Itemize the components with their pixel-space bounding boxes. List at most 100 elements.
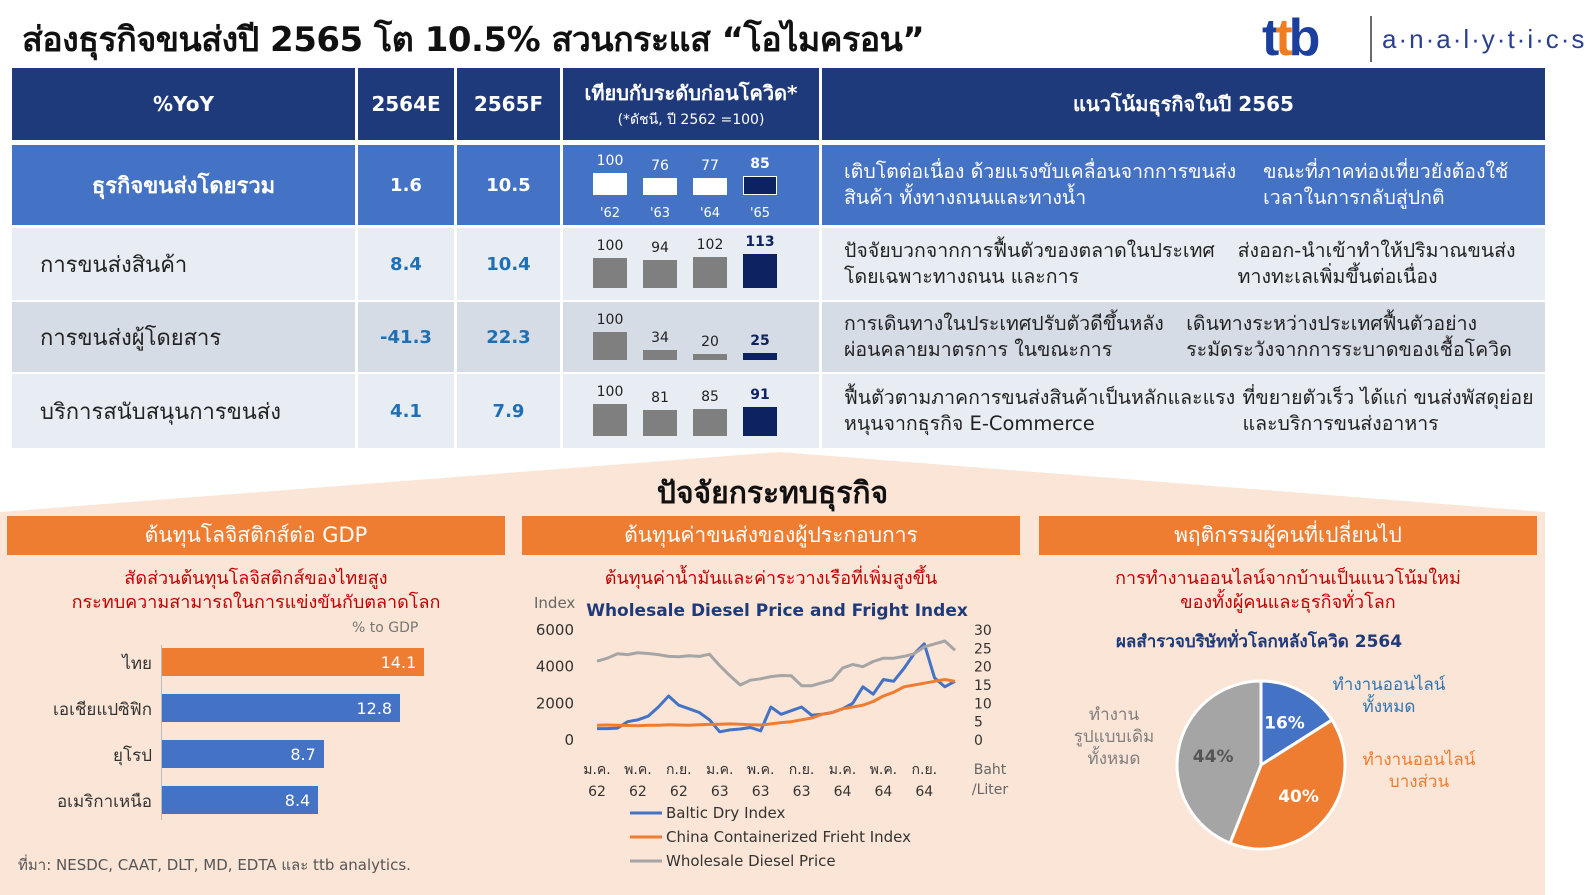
panel-subtitle-logistics: สัดส่วนต้นทุนโลจิสติกส์ของไทยสูง กระทบคว… [7, 567, 505, 615]
row-yoy-2564: 4.1 [358, 374, 457, 448]
x-tick-month: ก.ย. [912, 762, 938, 778]
index-value: 100 [596, 384, 624, 401]
pie-percent-label: 16% [1264, 713, 1305, 733]
x-tick-year: 62 [670, 784, 688, 800]
index-year-label: '63 [649, 206, 671, 221]
row-yoy-2565: 7.9 [457, 374, 563, 448]
logo-divider [1370, 16, 1372, 62]
pie-slice-label: บางส่วน [1389, 772, 1450, 792]
factors-title: ปัจจัยกระทบธุรกิจ [656, 476, 889, 511]
index-value: 100 [596, 237, 624, 254]
outlook-line: เดินทางระหว่างประเทศฟื้นตัวอย่างระมัดระว… [1186, 312, 1512, 361]
pie-slice-label: ทำงาน [1089, 705, 1140, 725]
index-year-label: '65 [749, 206, 771, 221]
row-label: บริการสนับสนุนการขนส่ง [12, 374, 358, 448]
x-tick-year: 62 [629, 784, 647, 800]
row-outlook: ฟื้นตัวตามภาคการขนส่งสินค้าเป็นหลักและแร… [822, 374, 1545, 448]
row-label: ธุรกิจขนส่งโดยรวม [12, 145, 358, 225]
y2-unit-line: /Liter [972, 782, 1009, 798]
row-outlook: ปัจจัยบวกจากการฟื้นตัวของตลาดในประเทศ โด… [822, 228, 1545, 300]
page-title: ส่องธุรกิจขนส่งปี 2565 โต 10.5% สวนกระแส… [22, 20, 925, 60]
y2-tick-label: 5 [974, 715, 983, 731]
y2-tick-label: 30 [974, 623, 992, 639]
index-value: 94 [651, 239, 669, 256]
col-header-precovid-label: เทียบกับระดับก่อนโควิด* [584, 81, 798, 105]
legend-label: China Containerized Frieht Index [666, 828, 911, 846]
x-tick-month: พ.ค. [624, 762, 652, 778]
subtitle-line: การทำงานออนไลน์จากบ้านเป็นแนวโน้มใหม่ [1115, 568, 1461, 589]
panel-header-transport-cost: ต้นทุนค่าขนส่งของผู้ประกอบการ [522, 516, 1020, 555]
panel-subtitle-behavior: การทำงานออนไลน์จากบ้านเป็นแนวโน้มใหม่ ขอ… [1039, 567, 1537, 615]
ttb-analytics-logo: ttb a·n·a·l·y·t·i·c·s [1262, 10, 1584, 68]
table-row: การขนส่งสินค้า 8.4 10.4 100 94 102 113 ปัจจ… [12, 228, 1545, 300]
x-tick-year: 63 [793, 784, 811, 800]
logo-text: a·n·a·l·y·t·i·c·s [1382, 24, 1586, 54]
factors-background [0, 452, 1545, 895]
bar-category-label: ไทย [122, 654, 152, 674]
y2-tick-label: 10 [974, 696, 992, 712]
subtitle-line: ต้นทุนค่าน้ำมันและค่าระวางเรือที่เพิ่มสู… [604, 568, 938, 589]
index-value: 100 [596, 153, 624, 169]
index-value: 91 [750, 387, 770, 404]
row-label: การขนส่งสินค้า [12, 228, 358, 300]
outlook-line: ขณะที่ภาคท่องเที่ยวยังต้องใช้เวลาในการกล… [1263, 160, 1509, 209]
pie-percent-label: 40% [1278, 787, 1319, 807]
x-tick-month: ก.ย. [789, 762, 815, 778]
work-mode-pie-chart: ผลสำรวจบริษัททั่วโลกหลังโควิด 2564 16% ทำง… [1074, 629, 1476, 851]
index-bar [643, 410, 677, 436]
panel-header-logistics-cost: ต้นทุนโลจิสติกส์ต่อ GDP [7, 516, 505, 555]
pie-slice-label: ทั้งหมด [1088, 746, 1141, 769]
x-tick-month: ม.ค. [583, 762, 611, 778]
row-yoy-2564: 8.4 [358, 228, 457, 300]
x-tick-year: 63 [711, 784, 729, 800]
index-value: 20 [701, 334, 719, 351]
pie-slice-label: ทั้งหมด [1363, 694, 1416, 717]
index-bar [643, 178, 677, 195]
source-note: ที่มา: NESDC, CAAT, DLT, MD, EDTA และ tt… [18, 856, 411, 874]
row-label: การขนส่งผู้โดยสาร [12, 302, 358, 372]
y-axis-title: Index [534, 594, 575, 612]
x-tick-month: ก.ย. [666, 762, 692, 778]
index-bar [743, 254, 777, 288]
index-year-label: '62 [599, 206, 621, 221]
y-tick-label: 6000 [536, 621, 574, 639]
col-header-outlook: แนวโน้มธุรกิจในปี 2565 [1073, 92, 1294, 116]
x-tick-month: ม.ค. [829, 762, 857, 778]
legend-label: Baltic Dry Index [666, 804, 785, 822]
row-yoy-2565: 22.3 [457, 302, 563, 372]
row-yoy-2564: 1.6 [358, 145, 457, 225]
pie-slice [1259, 679, 1334, 768]
panel-header-behavior: พฤติกรรมผู้คนที่เปลี่ยนไป [1039, 516, 1537, 555]
bar: 8.7 [162, 740, 324, 768]
series-line [597, 642, 956, 734]
index-mini-chart: 100 81 85 91 [563, 374, 822, 448]
panel-subtitle-transport: ต้นทุนค่าน้ำมันและค่าระวางเรือที่เพิ่มสู… [522, 567, 1020, 591]
index-value: 81 [651, 390, 669, 407]
index-bar [593, 404, 627, 436]
x-tick-year: 62 [588, 784, 606, 800]
index-value: 25 [750, 332, 770, 349]
index-value: 76 [651, 158, 669, 175]
index-year-label: '64 [699, 206, 721, 221]
table-row: ธุรกิจขนส่งโดยรวม 1.6 10.5 100 '62 76 '63 77… [12, 145, 1545, 225]
outlook-line: ปัจจัยบวกจากการฟื้นตัวของตลาดในประเทศ โด… [844, 239, 1215, 288]
index-bar [743, 352, 777, 360]
index-value: 85 [750, 156, 770, 173]
unit-label: % to GDP [352, 620, 419, 636]
diesel-freight-line-chart: Index Wholesale Diesel Price and Fright I… [534, 594, 1009, 870]
subtitle-line: ของทั้งผู้คนและธุรกิจทั่วโลก [1180, 592, 1396, 613]
index-mini-chart: 100 94 102 113 [563, 228, 822, 300]
outlook-line: การเดินทางในประเทศปรับตัวดีขึ้นหลังผ่อนค… [844, 312, 1164, 361]
pie-percent-label: 44% [1193, 747, 1234, 767]
pie-slice-label: รูปแบบเดิม [1074, 727, 1155, 747]
index-bar [643, 350, 677, 360]
x-tick-month: พ.ค. [870, 762, 898, 778]
series-line [596, 639, 957, 688]
x-tick-year: 64 [874, 784, 892, 800]
outlook-line: ส่งออก-นำเข้าทำให้ปริมาณขนส่งทางทะเลเพิ่… [1237, 239, 1516, 288]
index-bar [693, 178, 727, 195]
index-value: 102 [696, 237, 724, 254]
col-header-2564: 2564E [358, 68, 457, 140]
index-value: 113 [745, 234, 775, 250]
bar: 14.1 [162, 648, 425, 676]
